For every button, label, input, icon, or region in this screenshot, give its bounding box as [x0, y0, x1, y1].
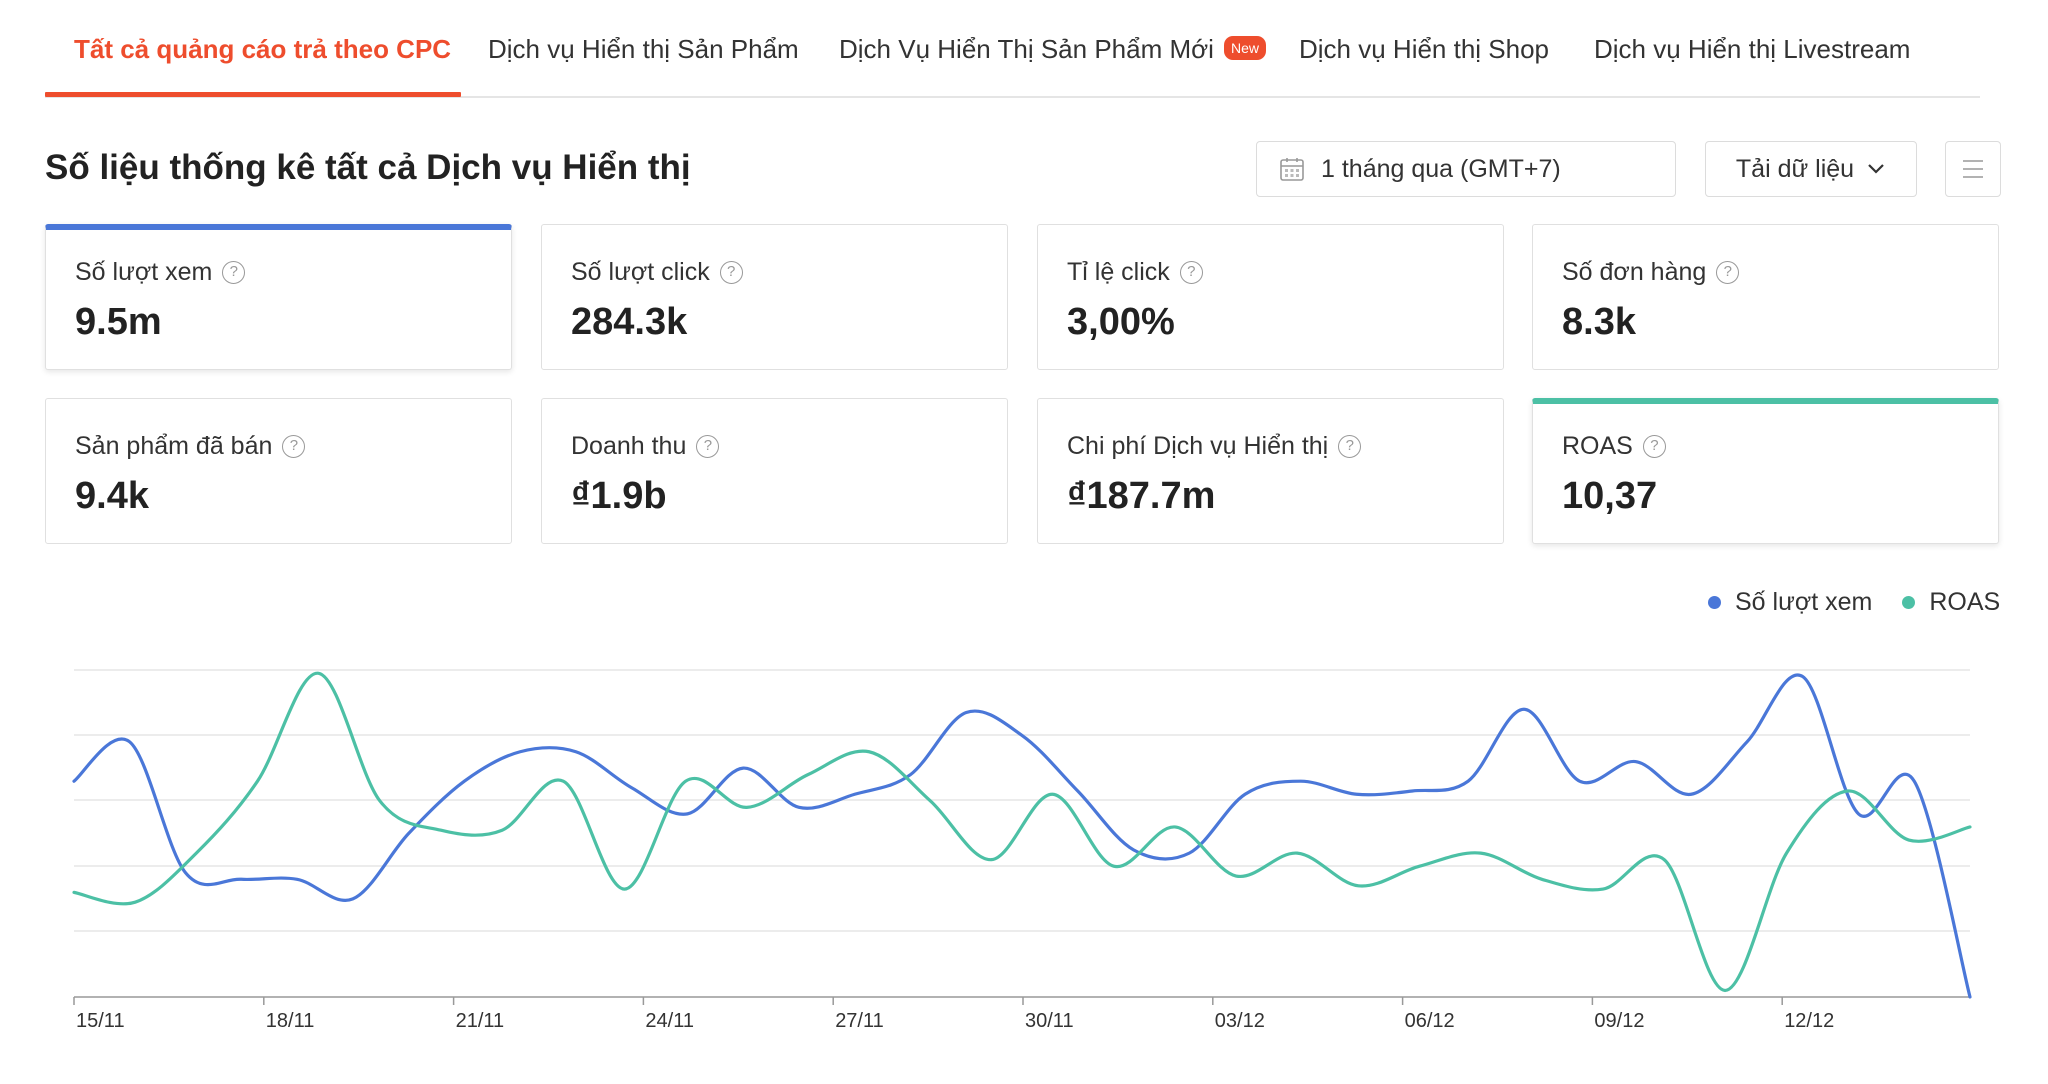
date-range-picker[interactable]: 1 tháng qua (GMT+7): [1256, 141, 1676, 197]
chevron-down-icon: [1868, 164, 1884, 174]
section-title: Số liệu thống kê tất cả Dịch vụ Hiển thị: [45, 148, 691, 187]
download-data-label: Tải dữ liệu: [1735, 154, 1855, 183]
tab-all-cpc[interactable]: Tất cả quảng cáo trả theo CPC: [74, 34, 452, 64]
x-tick-label: 09/12: [1594, 1010, 1644, 1032]
help-icon[interactable]: ?: [282, 435, 306, 458]
metric-label: Số lượt click?: [571, 258, 743, 287]
new-badge: New: [1223, 36, 1266, 61]
metric-card-roas[interactable]: ROAS? 10,37: [1532, 398, 1999, 544]
metric-card-views[interactable]: Số lượt xem? 9.5m: [45, 224, 512, 370]
metric-label-text: Sản phẩm đã bán: [75, 432, 273, 460]
metric-label-text: Chi phí Dịch vụ Hiển thị: [1067, 432, 1329, 460]
metric-card-revenue[interactable]: Doanh thu? ₫1.9b: [541, 398, 1008, 544]
metric-label-text: Số lượt click: [571, 258, 710, 286]
metric-value: 284.3k: [571, 301, 688, 343]
tab-product-display[interactable]: Dịch vụ Hiển thị Sản Phẩm: [488, 34, 799, 64]
metric-label: Doanh thu?: [571, 432, 720, 461]
tab-livestream-display[interactable]: Dịch vụ Hiển thị Livestream: [1594, 34, 1911, 64]
x-tick-label: 24/11: [645, 1010, 694, 1032]
legend-item-roas[interactable]: ROAS: [1902, 588, 2000, 617]
metric-card-ad-cost[interactable]: Chi phí Dịch vụ Hiển thị? ₫187.7m: [1037, 398, 1504, 544]
legend-item-views[interactable]: Số lượt xem: [1708, 588, 1872, 617]
metric-value: ₫187.7m: [1067, 475, 1216, 517]
metric-card-orders[interactable]: Số đơn hàng? 8.3k: [1532, 224, 1999, 370]
help-icon[interactable]: ?: [1716, 261, 1740, 284]
tab-new-product-display[interactable]: Dịch Vụ Hiển Thị Sản Phẩm Mới New: [839, 34, 1266, 65]
active-tab-indicator: [45, 92, 461, 97]
x-tick-label: 12/12: [1784, 1010, 1834, 1032]
metric-label-text: Tỉ lệ click: [1067, 258, 1170, 286]
series-line-views: [72, 673, 1972, 999]
metric-value: 3,00%: [1067, 301, 1175, 343]
help-icon[interactable]: ?: [222, 261, 246, 284]
menu-button[interactable]: [1945, 141, 2001, 197]
x-tick-label: 18/11: [266, 1010, 315, 1032]
help-icon[interactable]: ?: [719, 261, 743, 284]
metric-value: 9.4k: [75, 475, 149, 517]
metric-value: 9.5m: [75, 301, 162, 343]
metric-card-ctr[interactable]: Tỉ lệ click? 3,00%: [1037, 224, 1504, 370]
x-tick-label: 15/11: [76, 1010, 125, 1032]
metric-value: 10,37: [1562, 475, 1658, 517]
metric-label: Số đơn hàng?: [1562, 258, 1740, 287]
x-tick-label: 21/11: [456, 1010, 505, 1032]
help-icon[interactable]: ?: [1338, 435, 1362, 458]
metric-label: Sản phẩm đã bán?: [75, 432, 306, 461]
metric-label: ROAS?: [1562, 432, 1666, 461]
metric-label-text: Doanh thu: [571, 432, 687, 460]
metric-label: Chi phí Dịch vụ Hiển thị?: [1067, 432, 1362, 461]
x-tick-label: 30/11: [1025, 1010, 1074, 1032]
help-icon[interactable]: ?: [696, 435, 720, 458]
metric-label-text: ROAS: [1562, 432, 1633, 460]
metric-label: Tỉ lệ click?: [1067, 258, 1203, 287]
series-line-roas: [72, 671, 1972, 993]
chart-legend: Số lượt xem ROAS: [1708, 588, 2000, 617]
help-icon[interactable]: ?: [1642, 435, 1666, 458]
legend-dot-views: [1708, 596, 1721, 609]
legend-label-roas: ROAS: [1929, 588, 2001, 616]
metric-value: ₫1.9b: [571, 475, 667, 517]
tab-new-product-display-label: Dịch Vụ Hiển Thị Sản Phẩm Mới: [839, 34, 1214, 64]
x-tick-label: 03/12: [1215, 1010, 1265, 1032]
metric-label: Số lượt xem?: [75, 258, 246, 287]
legend-dot-roas: [1902, 596, 1916, 609]
metric-label-text: Số lượt xem: [75, 258, 213, 286]
download-data-button[interactable]: Tải dữ liệu: [1705, 141, 1917, 197]
legend-label-views: Số lượt xem: [1735, 588, 1873, 616]
help-icon[interactable]: ?: [1179, 261, 1203, 284]
metric-card-items-sold[interactable]: Sản phẩm đã bán? 9.4k: [45, 398, 512, 544]
calendar-icon: [1280, 158, 1304, 181]
menu-icon: [1963, 160, 1983, 178]
x-tick-label: 06/12: [1405, 1010, 1455, 1032]
date-range-label: 1 tháng qua (GMT+7): [1321, 154, 1561, 183]
x-tick-label: 27/11: [835, 1010, 884, 1032]
metric-card-clicks[interactable]: Số lượt click? 284.3k: [541, 224, 1008, 370]
tab-bar: Tất cả quảng cáo trả theo CPC Dịch vụ Hi…: [45, 0, 1980, 98]
metric-value: 8.3k: [1562, 301, 1636, 343]
metric-label-text: Số đơn hàng: [1562, 258, 1707, 286]
tab-shop-display[interactable]: Dịch vụ Hiển thị Shop: [1299, 34, 1550, 64]
